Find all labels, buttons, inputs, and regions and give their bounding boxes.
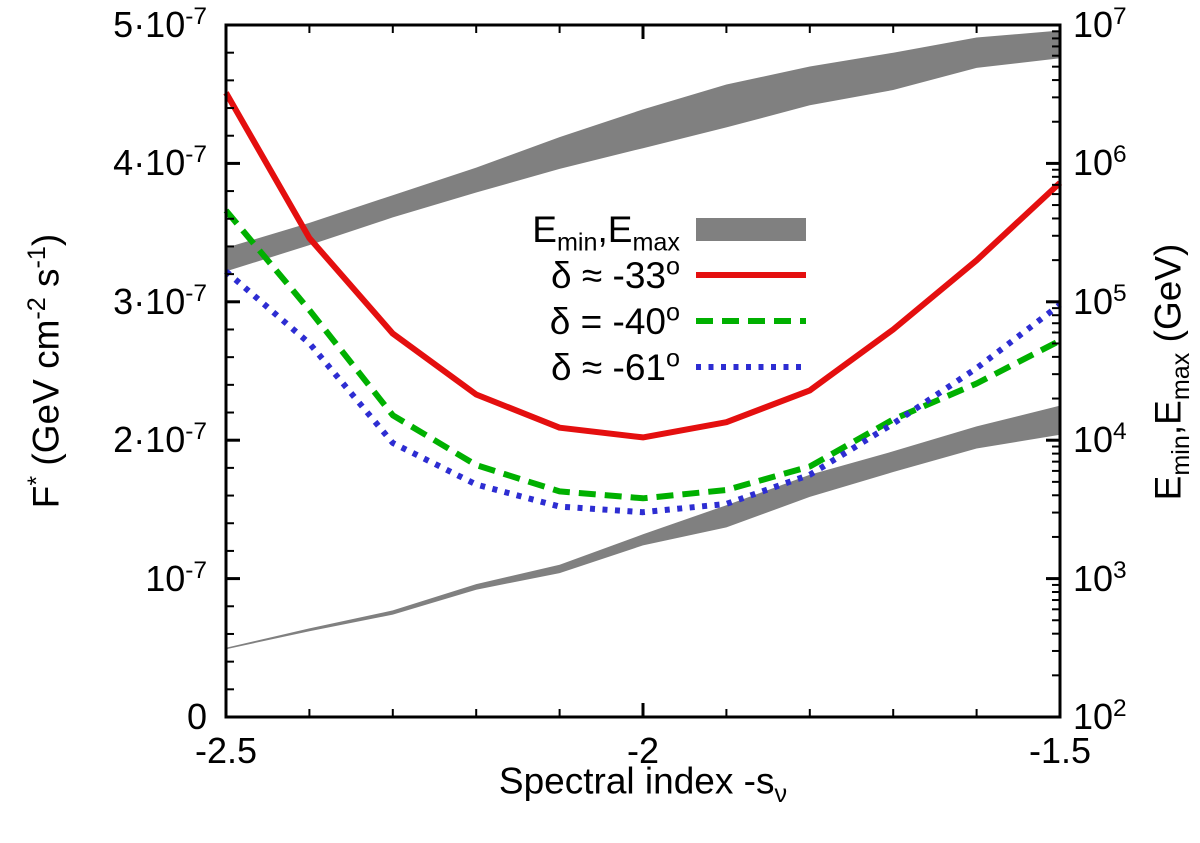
x-axis-title: Spectral index -sν: [498, 760, 788, 808]
x-tick-label: -2: [626, 730, 660, 771]
series-line-2: [224, 269, 1062, 516]
x-tick-label: -2.5: [194, 730, 258, 771]
y-left-tick-label: 10-7: [145, 556, 207, 599]
legend-label-delta-61: δ ≈ -61o: [551, 344, 680, 388]
legend-label-delta-33: δ ≈ -33o: [551, 252, 680, 296]
y-left-tick-label: 2·10-7: [113, 418, 207, 461]
dotted-line-swatch-icon: [696, 364, 806, 370]
band-swatch-icon: [696, 217, 806, 241]
legend-row-delta-33: δ ≈ -33o: [490, 252, 806, 298]
y-axis-title-left: F* (GeV cm-2 s-1): [23, 233, 67, 509]
y-left-tick-label: 5·10-7: [113, 3, 207, 45]
x-tick-label: -1.5: [1028, 730, 1092, 771]
y-right-tick-label: 107: [1073, 3, 1127, 45]
legend-row-band: Emin,Emax: [490, 206, 806, 256]
y-left-tick-label: 3·10-7: [113, 279, 207, 322]
legend: Emin,Emax δ ≈ -33o δ = -40o δ ≈ -61o: [490, 206, 806, 390]
series-line-1: [223, 208, 1062, 502]
emin-band: [226, 405, 1060, 650]
y-right-tick-label: 106: [1073, 141, 1127, 184]
y-right-tick-label: 105: [1073, 279, 1127, 322]
y-right-tick-label: 104: [1073, 418, 1127, 461]
legend-label-emin-emax: Emin,Emax: [532, 208, 680, 256]
y-left-tick-label: 4·10-7: [113, 141, 207, 184]
series-line-0: [223, 91, 1063, 441]
y-right-tick-label: 102: [1073, 695, 1127, 737]
solid-line-swatch-icon: [696, 272, 806, 278]
legend-row-delta-61: δ ≈ -61o: [490, 344, 806, 390]
y-left-tick-label: 0: [186, 696, 207, 737]
emax-band: [226, 30, 1060, 272]
y-axis-title-right: Emin,Emax (GeV): [1147, 243, 1195, 501]
dashed-line-swatch-icon: [696, 318, 806, 324]
legend-row-delta-40: δ = -40o: [490, 298, 806, 344]
legend-label-delta-40: δ = -40o: [549, 298, 680, 342]
y-right-tick-label: 103: [1073, 556, 1127, 599]
